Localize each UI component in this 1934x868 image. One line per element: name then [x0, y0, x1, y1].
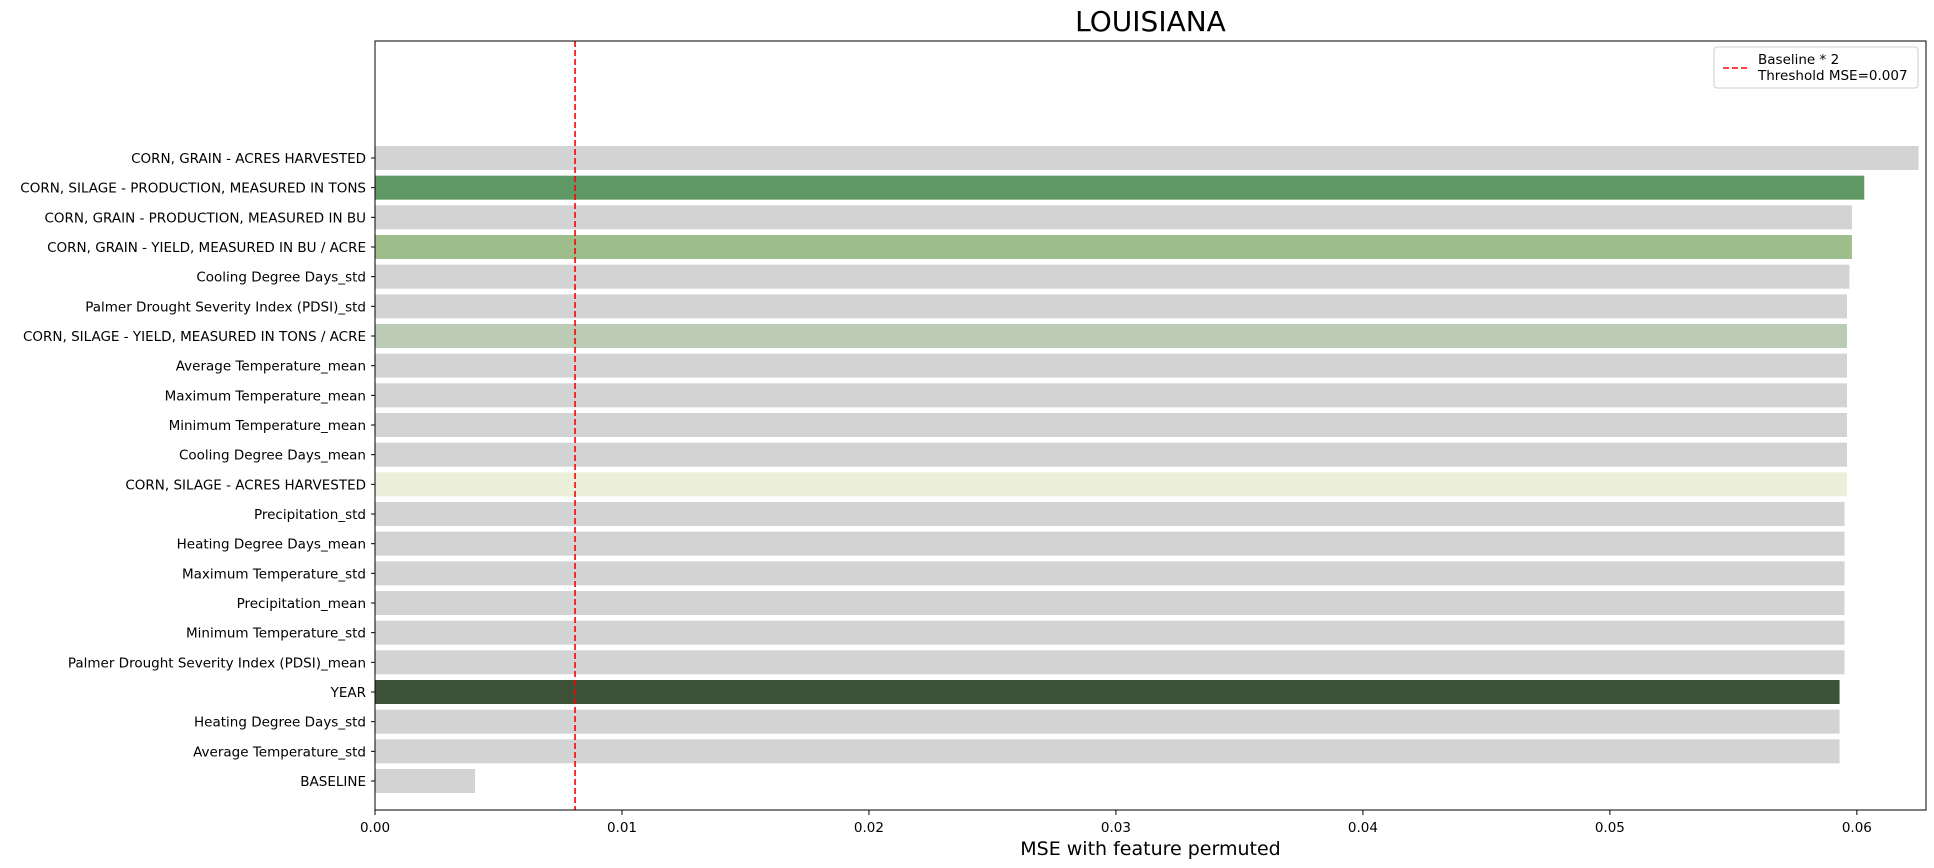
- x-tick-label: 0.05: [1595, 820, 1625, 836]
- y-tick-label: Average Temperature_mean: [176, 359, 366, 375]
- legend-label-line-2: Threshold MSE=0.007: [1757, 68, 1908, 84]
- bar: [375, 591, 1845, 615]
- axes-frame: [374, 40, 1927, 811]
- x-tick-label: 0.06: [1842, 820, 1872, 836]
- legend-label-line-1: Baseline * 2: [1758, 52, 1839, 68]
- x-tick-label: 0.01: [607, 820, 637, 836]
- bar: [375, 650, 1845, 675]
- bar: [375, 264, 1850, 289]
- chart-title: LOUISIANA: [1075, 5, 1226, 38]
- x-axis: 0.00 0.01 0.02 0.03 0.04 0.05 0.06: [360, 810, 1872, 836]
- bars-group: [375, 146, 1919, 793]
- y-tick-label: CORN, GRAIN - ACRES HARVESTED: [131, 151, 366, 167]
- y-tick-label: Palmer Drought Severity Index (PDSI)_std: [85, 299, 366, 315]
- y-tick-label: Cooling Degree Days_std: [196, 270, 366, 286]
- bar: [375, 561, 1845, 586]
- x-tick-label: 0.04: [1348, 820, 1378, 836]
- bar: [375, 620, 1845, 645]
- bar: [375, 502, 1845, 526]
- bar: [375, 324, 1847, 348]
- y-tick-label: CORN, SILAGE - ACRES HARVESTED: [125, 477, 366, 493]
- bar: [375, 442, 1847, 467]
- bar: [375, 294, 1847, 319]
- y-tick-label: Palmer Drought Severity Index (PDSI)_mea…: [68, 655, 366, 671]
- y-tick-label: CORN, SILAGE - YIELD, MEASURED IN TONS /…: [23, 329, 366, 345]
- bar: [375, 769, 476, 793]
- y-tick-label: Precipitation_mean: [237, 596, 366, 612]
- bar: [375, 472, 1847, 497]
- y-tick-labels: CORN, GRAIN - ACRES HARVESTED CORN, SILAG…: [20, 151, 375, 790]
- legend: Baseline * 2 Threshold MSE=0.007: [1713, 46, 1919, 89]
- x-axis-label: MSE with feature permuted: [1020, 838, 1280, 860]
- bar: [375, 353, 1847, 378]
- bar: [375, 709, 1840, 734]
- bar: [375, 175, 1865, 200]
- x-tick-label: 0.00: [360, 820, 390, 836]
- y-tick-label: Maximum Temperature_mean: [165, 388, 366, 404]
- bar: [375, 739, 1840, 764]
- y-tick-label: CORN, SILAGE - PRODUCTION, MEASURED IN T…: [20, 181, 366, 197]
- y-tick-label: CORN, GRAIN - YIELD, MEASURED IN BU / AC…: [47, 240, 366, 256]
- x-tick-label: 0.02: [854, 820, 884, 836]
- bar: [375, 680, 1840, 704]
- bar: [375, 531, 1845, 556]
- bar: [375, 383, 1847, 408]
- y-tick-label: Minimum Temperature_mean: [169, 418, 366, 434]
- y-tick-label: YEAR: [330, 685, 366, 701]
- y-tick-label: Average Temperature_std: [193, 744, 366, 760]
- bar: [375, 205, 1852, 230]
- bar: [375, 413, 1847, 437]
- y-tick-label: Heating Degree Days_mean: [177, 537, 366, 553]
- legend-box: [1713, 46, 1919, 89]
- y-tick-label: Cooling Degree Days_mean: [179, 448, 366, 464]
- y-tick-label: CORN, GRAIN - PRODUCTION, MEASURED IN BU: [44, 210, 366, 226]
- x-tick-label: 0.03: [1101, 820, 1131, 836]
- y-tick-label: Heating Degree Days_std: [194, 715, 366, 731]
- bar: [375, 146, 1919, 170]
- y-tick-label: Precipitation_std: [254, 507, 366, 523]
- bar: [375, 235, 1852, 259]
- y-tick-label: Minimum Temperature_std: [186, 626, 366, 642]
- y-tick-label: Maximum Temperature_std: [182, 566, 366, 582]
- y-tick-label: BASELINE: [300, 774, 366, 790]
